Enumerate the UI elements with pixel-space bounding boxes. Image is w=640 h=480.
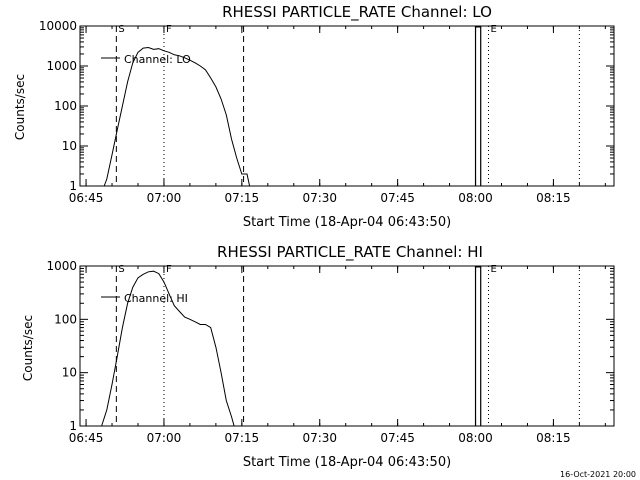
x-tick-label: 07:00 [147, 431, 182, 445]
marker-label: E [491, 264, 497, 275]
x-tick-label: 08:15 [536, 191, 571, 205]
x-tick-label: 07:45 [380, 431, 415, 445]
y-tick-label: 10000 [39, 19, 77, 33]
y-tick-label: 1 [69, 419, 77, 433]
y-tick-label: 10 [62, 366, 77, 380]
x-tick-label: 07:15 [225, 431, 260, 445]
x-tick-label: 06:45 [69, 191, 104, 205]
legend-label: Channel: LO [124, 53, 191, 66]
y-axis-label: Counts/sec [21, 315, 35, 381]
x-tick-label: 07:00 [147, 191, 182, 205]
y-tick-label: 100 [54, 99, 77, 113]
x-tick-label: 07:30 [302, 191, 337, 205]
chart-title: RHESSI PARTICLE_RATE Channel: HI [217, 243, 483, 262]
y-tick-label: 100 [54, 312, 77, 326]
plot-frame [79, 265, 615, 427]
x-tick-label: 07:15 [225, 191, 260, 205]
series-line [103, 46, 251, 187]
series-line [101, 270, 237, 427]
x-tick-label: 08:15 [536, 431, 571, 445]
footer-timestamp: 16-Oct-2021 20:00 [560, 470, 636, 479]
x-tick-label: 06:45 [69, 431, 104, 445]
marker-label: S [118, 264, 124, 275]
x-tick-label: 07:45 [380, 191, 415, 205]
x-tick-label: 08:00 [458, 431, 493, 445]
x-axis-label: Start Time (18-Apr-04 06:43:50) [243, 455, 451, 470]
lo-channel-panel: RHESSI PARTICLE_RATE Channel: LO Start T… [13, 3, 615, 230]
y-tick-label: 1000 [46, 59, 77, 73]
legend-label: Channel: HI [124, 292, 188, 305]
marker-label: F [166, 24, 172, 35]
y-tick-label: 10 [62, 139, 77, 153]
y-tick-label: 1 [69, 179, 77, 193]
y-tick-label: 1000 [46, 259, 77, 273]
x-tick-label: 07:30 [302, 431, 337, 445]
marker-label: F [166, 264, 172, 275]
marker-label: E [491, 24, 497, 35]
y-axis-label: Counts/sec [13, 74, 27, 140]
marker-label: S [118, 24, 124, 35]
chart-title: RHESSI PARTICLE_RATE Channel: LO [222, 3, 492, 22]
x-tick-label: 08:00 [458, 191, 493, 205]
plot-frame [79, 25, 615, 187]
hi-channel-panel: RHESSI PARTICLE_RATE Channel: HI Start T… [21, 243, 615, 470]
x-axis-label: Start Time (18-Apr-04 06:43:50) [243, 215, 451, 230]
